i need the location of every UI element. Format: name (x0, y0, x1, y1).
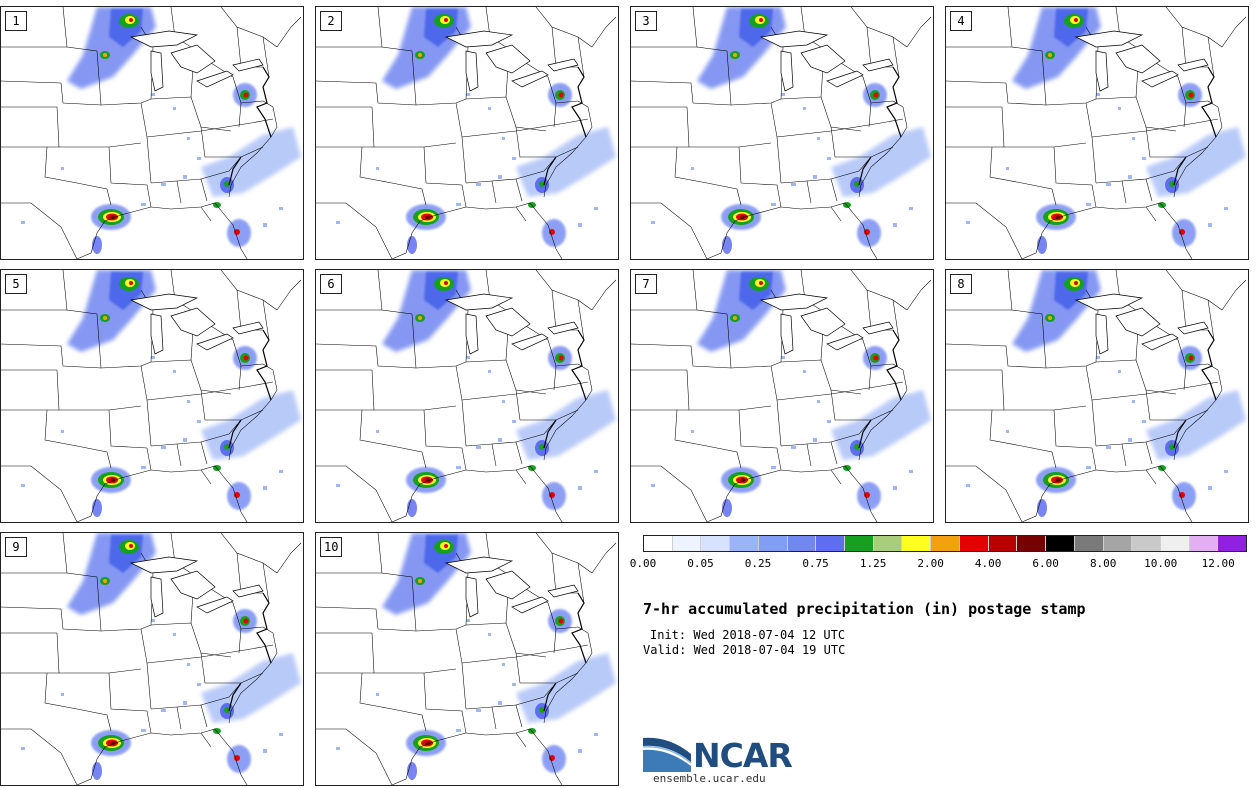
precip-map (316, 7, 619, 260)
ensemble-member-panel-8: 8 (945, 269, 1249, 523)
ensemble-member-panel-6: 6 (315, 269, 619, 523)
ncar-logo-mark (643, 737, 692, 772)
colorbar-tick-label: 0.25 (744, 557, 772, 570)
ensemble-member-panel-10: 10 (315, 532, 619, 786)
member-number-label: 8 (950, 274, 972, 294)
colorbar-tick-label: 8.00 (1089, 557, 1117, 570)
member-number-label: 7 (635, 274, 657, 294)
ncar-url: ensemble.ucar.edu (653, 772, 766, 785)
ncar-logo: NCAR ensemble.ucar.edu (641, 728, 811, 788)
ensemble-member-panel-5: 5 (0, 269, 304, 523)
colorbar-tick-label: 1.25 (859, 557, 887, 570)
ensemble-member-panel-9: 9 (0, 532, 304, 786)
precip-map (946, 270, 1249, 523)
colorbar-swatch (644, 536, 673, 551)
ensemble-member-panel-1: 1 (0, 6, 304, 260)
colorbar-swatch (845, 536, 874, 551)
colorbar-swatch (816, 536, 846, 551)
colorbar-tick-label: 10.00 (1144, 557, 1178, 570)
precip-colorbar (643, 535, 1247, 552)
colorbar-swatch (1160, 536, 1190, 551)
colorbar-tick-label: 12.00 (1201, 557, 1235, 570)
colorbar-swatch (988, 536, 1018, 551)
ncar-logo-text: NCAR (693, 736, 793, 775)
colorbar-swatch (1132, 536, 1161, 551)
precip-map (316, 533, 619, 786)
colorbar-swatch (1074, 536, 1104, 551)
colorbar-swatch (672, 536, 702, 551)
precip-map (1, 533, 304, 786)
precip-map (316, 270, 619, 523)
colorbar-tick-label: 2.00 (917, 557, 944, 570)
member-number-label: 10 (320, 537, 343, 557)
precip-map (1, 270, 304, 523)
colorbar-swatch (758, 536, 788, 551)
colorbar-tick-label: 0.75 (802, 557, 829, 570)
precip-map (1, 7, 304, 260)
colorbar-swatch (902, 536, 932, 551)
ensemble-member-panel-2: 2 (315, 6, 619, 260)
valid-time: Valid: Wed 2018-07-04 19 UTC (643, 643, 846, 657)
ensemble-member-panel-7: 7 (630, 269, 934, 523)
product-title: 7-hr accumulated precipitation (in) post… (643, 600, 1086, 618)
colorbar-swatch (1103, 536, 1133, 551)
precip-map (946, 7, 1249, 260)
ensemble-member-panel-4: 4 (945, 6, 1249, 260)
colorbar-tick-label: 4.00 (974, 557, 1002, 570)
colorbar-swatch (1218, 536, 1247, 551)
colorbar-swatch (959, 536, 989, 551)
colorbar-swatch (1046, 536, 1075, 551)
colorbar-swatch (1017, 536, 1047, 551)
colorbar-tick-label: 0.00 (629, 557, 657, 570)
colorbar-swatch (701, 536, 731, 551)
colorbar-swatch (1189, 536, 1219, 551)
colorbar-tick-label: 6.00 (1032, 557, 1059, 570)
init-time: Init: Wed 2018-07-04 12 UTC (650, 628, 846, 642)
precip-map (631, 7, 934, 260)
ensemble-member-panel-3: 3 (630, 6, 934, 260)
colorbar-tick-label: 0.05 (687, 557, 714, 570)
colorbar-swatch (873, 536, 903, 551)
colorbar-swatch (787, 536, 817, 551)
member-number-label: 9 (5, 537, 27, 557)
member-number-label: 6 (320, 274, 342, 294)
member-number-label: 2 (320, 11, 342, 31)
member-number-label: 4 (950, 11, 972, 31)
colorbar-swatch (730, 536, 759, 551)
precip-map (631, 270, 934, 523)
colorbar-swatch (931, 536, 960, 551)
member-number-label: 3 (635, 11, 657, 31)
member-number-label: 1 (5, 11, 27, 31)
member-number-label: 5 (5, 274, 27, 294)
colorbar-tick-labels: 0.00 0.05 0.25 0.75 1.25 2.00 4.00 6.00 8.00 10.0… (629, 557, 1251, 573)
